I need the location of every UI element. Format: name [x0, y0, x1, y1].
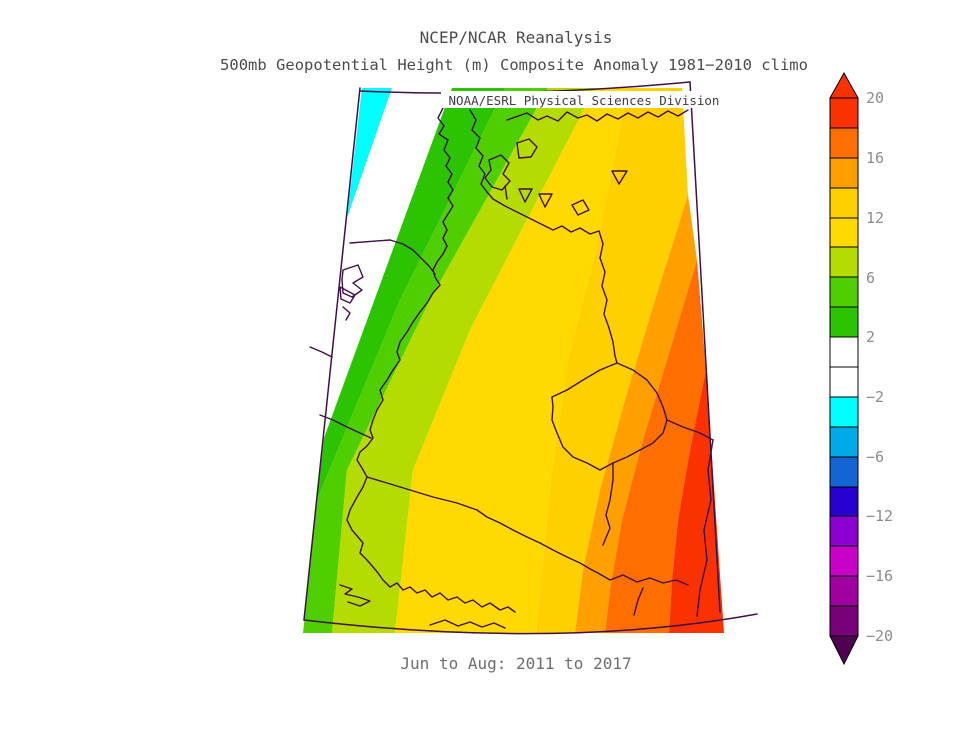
border-belgium: [319, 414, 372, 439]
band-yellow-green: [332, 88, 595, 633]
colorbar-segment: [829, 306, 859, 338]
colorbar-segment: [829, 246, 859, 278]
island-diamond: [571, 199, 590, 216]
colorbar-tick-label: 20: [866, 89, 884, 107]
border-loop-south: [602, 462, 614, 546]
band-white: [324, 88, 452, 438]
border-alps: [382, 579, 516, 613]
plot-subtitle: 500mb Geopotential Height (m) Composite …: [220, 56, 808, 74]
plot-title: NCEP/NCAR Reanalysis: [420, 28, 613, 47]
band-amber: [575, 195, 697, 633]
map-bands: [303, 88, 724, 633]
colorbar-tick-label: −12: [866, 507, 893, 525]
colorbar: [829, 71, 859, 666]
colorbar-segment: [829, 605, 859, 637]
island-bornholm: [611, 170, 628, 185]
colorbar-tick-label: −16: [866, 567, 893, 585]
plot-caption: Jun to Aug: 2011 to 2017: [400, 654, 631, 673]
band-orange: [605, 260, 706, 633]
band-yellow: [395, 88, 628, 633]
coastlines-borders: [309, 107, 714, 629]
colorbar-arrow-top: [829, 71, 859, 99]
border-left-stub: [309, 346, 333, 358]
colorbar-segment: [829, 127, 859, 159]
colorbar-segment: [829, 456, 859, 488]
island-zealand: [484, 154, 511, 191]
colorbar-tick-label: −6: [866, 448, 884, 466]
colorbar-labels: 20 16 12 6 2 −2 −6 −12 −16 −20: [866, 89, 893, 645]
border-oder: [598, 230, 618, 364]
colorbar-segment: [829, 217, 859, 248]
colorbar-segment: [829, 157, 859, 189]
island-triangle-1: [518, 188, 533, 203]
colorbar-arrow-bottom: [829, 635, 859, 666]
watermark-backdrop: [441, 91, 725, 108]
border-bottom-right: [633, 587, 644, 616]
island-funen: [516, 138, 538, 159]
colorbar-segment: [829, 575, 859, 607]
coastline-baltic-south: [492, 198, 600, 235]
colorbar-segment: [829, 366, 859, 398]
colorbar-segment: [829, 396, 859, 428]
map-frame-bottom: [303, 613, 758, 635]
coastline-jutland-east: [469, 109, 494, 200]
band-deep-yellow: [536, 88, 688, 633]
band-light-green: [303, 88, 548, 633]
colorbar-tick-label: 6: [866, 269, 875, 287]
colorbar-tick-label: −20: [866, 627, 893, 645]
coastline-channel: [389, 239, 436, 275]
border-south-chain: [366, 476, 689, 586]
map-frame-left: [303, 87, 361, 621]
watermark-text: NOAA/ESRL Physical Sciences Division: [449, 93, 720, 108]
border-right-vertical: [696, 439, 714, 617]
colorbar-tick-label: 12: [866, 209, 884, 227]
coastline-england-1: [349, 239, 391, 244]
colorbar-segment: [829, 97, 859, 129]
colorbar-tick-label: 16: [866, 149, 884, 167]
colorbar-tick-label: 2: [866, 328, 875, 346]
map-frame-right: [689, 81, 721, 613]
coastline-england-3: [339, 286, 356, 304]
colorbar-segment: [829, 276, 859, 308]
island-dash: [504, 185, 508, 200]
border-czech-loop: [551, 362, 668, 471]
island-triangle-2: [538, 193, 553, 208]
colorbar-segment: [829, 336, 859, 368]
coastline-england-4: [342, 306, 351, 321]
colorbar-segment: [829, 486, 859, 517]
colorbar-segment: [829, 426, 859, 458]
coastline-north-sea: [346, 107, 454, 581]
colorbar-tick-label: −2: [866, 388, 884, 406]
colorbar-segment: [829, 545, 859, 577]
coastline-baltic-north: [506, 109, 689, 122]
coastline-bottom-wiggle: [339, 584, 371, 607]
coastline-england-2: [341, 264, 364, 298]
colorbar-segment: [829, 515, 859, 547]
coastline-bottom: [429, 619, 506, 629]
colorbar-segment: [829, 187, 859, 219]
border-east: [666, 419, 714, 441]
